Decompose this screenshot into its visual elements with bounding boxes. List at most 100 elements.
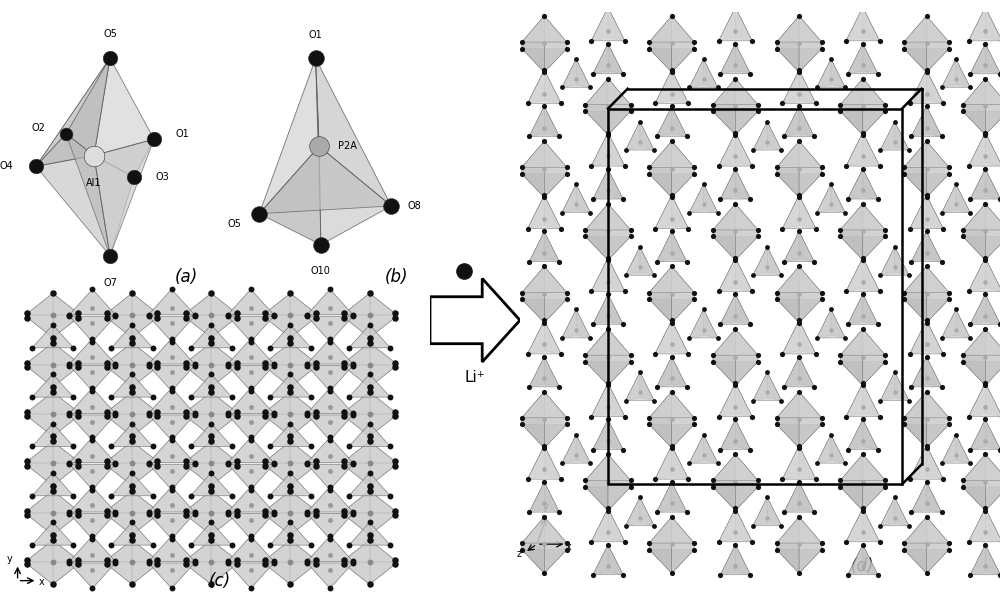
Point (387, 407, 403, 417)
Point (345, 410, 361, 420)
Point (962, 458, 978, 468)
Point (744, 161, 760, 171)
Point (299, 557, 315, 566)
Point (303, 442, 319, 451)
Point (251, 209, 267, 218)
Polygon shape (753, 372, 781, 400)
Point (536, 318, 552, 327)
Point (679, 257, 695, 266)
Point (559, 545, 575, 554)
Point (58, 129, 74, 139)
Point (686, 37, 702, 47)
Point (727, 277, 743, 286)
Point (99, 511, 115, 520)
Polygon shape (319, 146, 391, 245)
Point (341, 491, 357, 500)
Polygon shape (591, 7, 608, 41)
Point (855, 289, 871, 299)
Point (791, 190, 807, 200)
Polygon shape (985, 7, 1000, 41)
Point (727, 26, 743, 36)
Polygon shape (985, 44, 1000, 74)
Point (149, 362, 165, 372)
Point (84, 482, 100, 492)
Point (203, 579, 219, 589)
Point (70, 461, 86, 470)
Point (759, 493, 775, 502)
Point (124, 337, 140, 346)
Point (19, 511, 35, 520)
Point (918, 164, 934, 173)
Point (618, 145, 634, 155)
Point (791, 289, 807, 299)
Point (791, 387, 807, 396)
Polygon shape (910, 70, 943, 103)
Point (299, 410, 315, 420)
Point (308, 457, 324, 466)
Point (187, 509, 203, 518)
Point (977, 26, 993, 36)
Point (103, 540, 119, 550)
Polygon shape (544, 141, 567, 197)
Point (791, 374, 807, 383)
Polygon shape (942, 435, 956, 463)
Point (178, 308, 194, 318)
Point (769, 169, 785, 178)
Polygon shape (265, 392, 316, 436)
Polygon shape (985, 329, 1000, 385)
Point (107, 359, 123, 369)
Point (855, 186, 871, 195)
Point (536, 289, 552, 299)
Point (918, 289, 934, 299)
Point (918, 136, 934, 146)
Polygon shape (963, 329, 1000, 355)
Point (203, 508, 219, 518)
Polygon shape (228, 536, 274, 562)
Polygon shape (36, 155, 110, 256)
Polygon shape (522, 517, 567, 543)
Point (266, 460, 282, 469)
Polygon shape (846, 133, 863, 166)
Polygon shape (544, 70, 561, 103)
Polygon shape (689, 435, 704, 463)
Point (823, 200, 839, 209)
Point (514, 413, 530, 423)
Polygon shape (848, 169, 878, 199)
Point (600, 74, 616, 83)
Point (681, 458, 697, 468)
Polygon shape (863, 44, 878, 74)
Point (977, 101, 993, 111)
Point (855, 227, 871, 236)
Point (387, 555, 403, 565)
Point (99, 362, 115, 372)
Polygon shape (649, 266, 672, 323)
Polygon shape (649, 550, 694, 573)
Point (536, 11, 552, 21)
Point (387, 461, 403, 470)
Text: y: y (7, 554, 13, 564)
Polygon shape (522, 550, 567, 573)
Polygon shape (911, 482, 942, 512)
Point (759, 367, 775, 377)
Point (362, 386, 378, 396)
Polygon shape (969, 7, 985, 41)
Point (45, 557, 61, 567)
Point (229, 511, 245, 520)
Point (727, 381, 743, 390)
Point (855, 152, 871, 161)
Point (187, 458, 203, 467)
Polygon shape (799, 141, 822, 197)
Polygon shape (94, 155, 134, 256)
Point (855, 74, 871, 83)
Point (203, 333, 219, 342)
Point (521, 132, 537, 141)
Point (808, 474, 824, 484)
Point (948, 54, 964, 63)
Point (387, 511, 403, 520)
Point (382, 540, 398, 550)
Point (45, 530, 61, 540)
Point (809, 82, 825, 92)
Point (164, 334, 180, 343)
Point (336, 308, 352, 318)
Point (187, 507, 203, 517)
